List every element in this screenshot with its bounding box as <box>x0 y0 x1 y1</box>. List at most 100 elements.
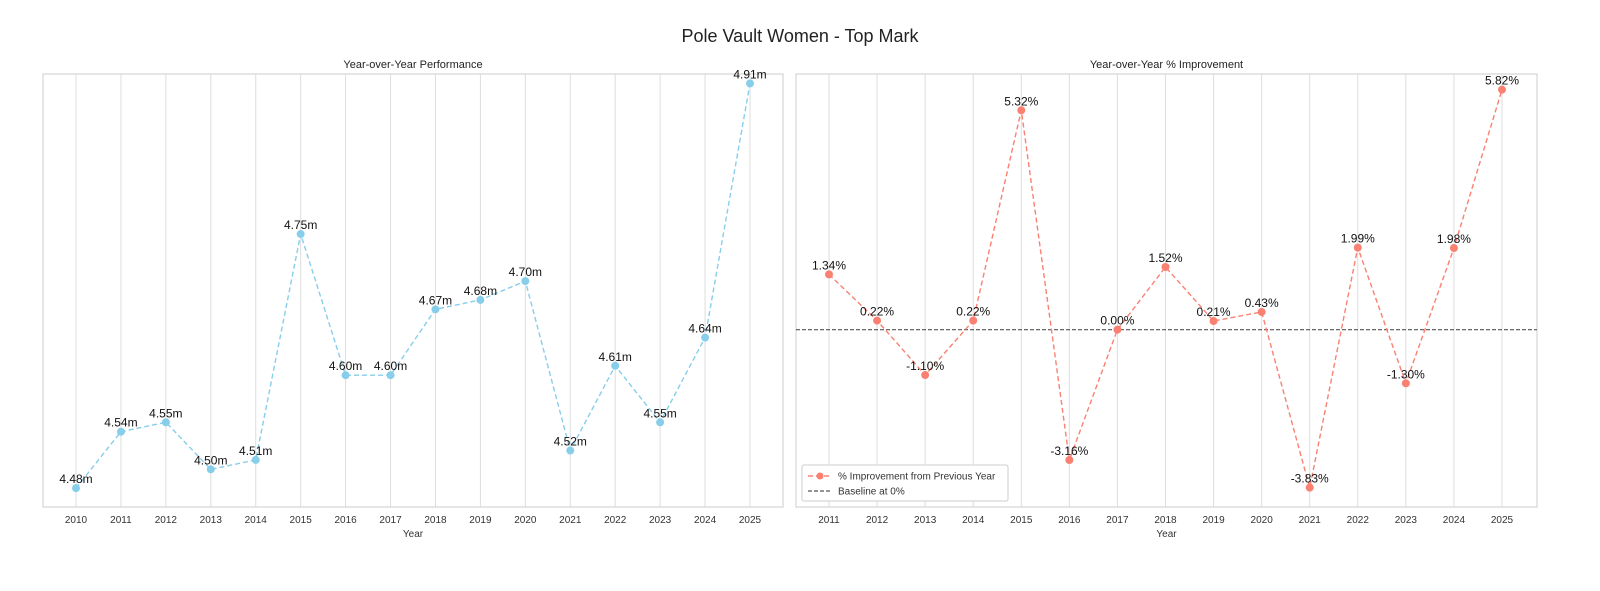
data-label: -1.10% <box>906 359 944 373</box>
main-title: Pole Vault Women - Top Mark <box>681 26 919 46</box>
x-tick-label: 2010 <box>65 515 88 526</box>
x-tick-label: 2014 <box>962 515 985 526</box>
legend-series-marker <box>816 472 824 480</box>
legend-series-label: % Improvement from Previous Year <box>838 472 996 483</box>
data-point <box>1065 455 1074 464</box>
plot-area <box>795 73 1538 508</box>
x-tick-label: 2019 <box>469 515 492 526</box>
data-label: 4.64m <box>688 322 721 336</box>
x-tick-label: 2013 <box>914 515 937 526</box>
data-label: 5.32% <box>1004 94 1038 108</box>
data-point <box>746 79 754 88</box>
data-label: 0.22% <box>956 305 990 319</box>
data-label: 0.43% <box>1245 296 1279 310</box>
x-tick-label: 2013 <box>200 515 223 526</box>
data-point <box>825 270 833 279</box>
data-point <box>1161 262 1170 271</box>
data-point <box>1401 379 1410 388</box>
data-label: 0.21% <box>1197 305 1231 319</box>
x-tick-label: 2012 <box>155 515 178 526</box>
x-tick-label: 2023 <box>649 515 672 526</box>
x-tick-label: 2015 <box>1010 515 1033 526</box>
legend-baseline-label: Baseline at 0% <box>838 487 905 498</box>
data-point <box>611 361 620 370</box>
x-tick-label: 2025 <box>739 515 762 526</box>
x-tick-label: 2014 <box>245 515 268 526</box>
x-tick-label: 2024 <box>1443 515 1466 526</box>
legend: % Improvement from Previous Year Baseline… <box>801 464 1009 502</box>
data-label: 4.68m <box>464 284 497 298</box>
x-tick-label: 2018 <box>1154 515 1177 526</box>
plot-area <box>42 73 784 508</box>
x-tick-label: 2021 <box>1299 515 1322 526</box>
x-tick-label: 2016 <box>334 515 357 526</box>
x-tick-label: 2020 <box>514 515 537 526</box>
data-point <box>1498 85 1506 94</box>
data-point <box>969 316 978 325</box>
data-point <box>1305 483 1314 492</box>
data-point <box>521 277 530 286</box>
data-point <box>1449 244 1458 253</box>
data-point <box>1353 243 1362 252</box>
data-label: 4.70m <box>509 265 542 279</box>
x-tick-label: 2018 <box>424 515 447 526</box>
x-tick-label: 2012 <box>866 515 889 526</box>
data-point <box>341 371 350 380</box>
data-point <box>206 465 215 474</box>
x-tick-label: 2024 <box>694 515 717 526</box>
data-label: 4.60m <box>374 359 407 373</box>
data-label: 4.91m <box>733 67 766 81</box>
data-point <box>873 316 882 325</box>
legend-box <box>801 464 1009 502</box>
x-tick-label: 2022 <box>1347 515 1370 526</box>
data-point <box>431 305 440 314</box>
data-label: 4.52m <box>554 435 587 449</box>
data-point <box>1257 307 1266 316</box>
data-point <box>72 484 80 493</box>
x-axis-label: Year <box>403 529 424 540</box>
x-tick-label: 2022 <box>604 515 627 526</box>
data-label: -3.83% <box>1291 472 1329 486</box>
data-label: 4.67m <box>419 293 452 307</box>
chart-panel-1: 2010 2011 2012 2013 2014 2015 2016 2017 2018 2019… <box>42 59 784 540</box>
data-label: 1.99% <box>1341 232 1375 246</box>
data-label: 4.55m <box>149 406 182 420</box>
data-point <box>296 230 305 239</box>
data-label: 0.00% <box>1100 314 1134 328</box>
data-label: -1.30% <box>1387 367 1425 381</box>
data-point <box>476 295 485 304</box>
data-point <box>161 418 170 427</box>
data-label: 4.75m <box>284 218 317 232</box>
data-label: 0.22% <box>860 305 894 319</box>
x-tick-label: 2017 <box>1106 515 1129 526</box>
data-point <box>566 446 575 455</box>
series-line <box>75 83 751 489</box>
data-label: 4.60m <box>329 359 362 373</box>
x-axis-label: Year <box>1156 529 1177 540</box>
x-tick-label: 2011 <box>110 515 132 526</box>
data-point <box>116 427 125 436</box>
data-label: 4.61m <box>599 350 632 364</box>
data-point <box>701 333 710 342</box>
data-point <box>1017 106 1026 115</box>
x-tick-label: 2016 <box>1058 515 1081 526</box>
data-label: 4.55m <box>643 406 676 420</box>
data-label: 4.54m <box>104 416 137 430</box>
x-tick-label: 2017 <box>379 515 402 526</box>
data-label: 4.51m <box>239 444 272 458</box>
series-line <box>828 89 1503 488</box>
data-point <box>1209 317 1218 326</box>
data-label: 4.48m <box>59 472 92 486</box>
data-point <box>251 455 260 464</box>
subplot-title: Year-over-Year % Improvement <box>1090 59 1243 71</box>
x-tick-label: 2025 <box>1491 515 1514 526</box>
data-point <box>656 418 665 427</box>
data-label: 4.50m <box>194 453 227 467</box>
data-point <box>921 371 930 380</box>
x-tick-label: 2023 <box>1395 515 1418 526</box>
x-tick-label: 2020 <box>1251 515 1274 526</box>
data-label: 5.82% <box>1485 74 1519 88</box>
x-tick-label: 2011 <box>818 515 840 526</box>
data-label: 1.34% <box>812 258 846 272</box>
